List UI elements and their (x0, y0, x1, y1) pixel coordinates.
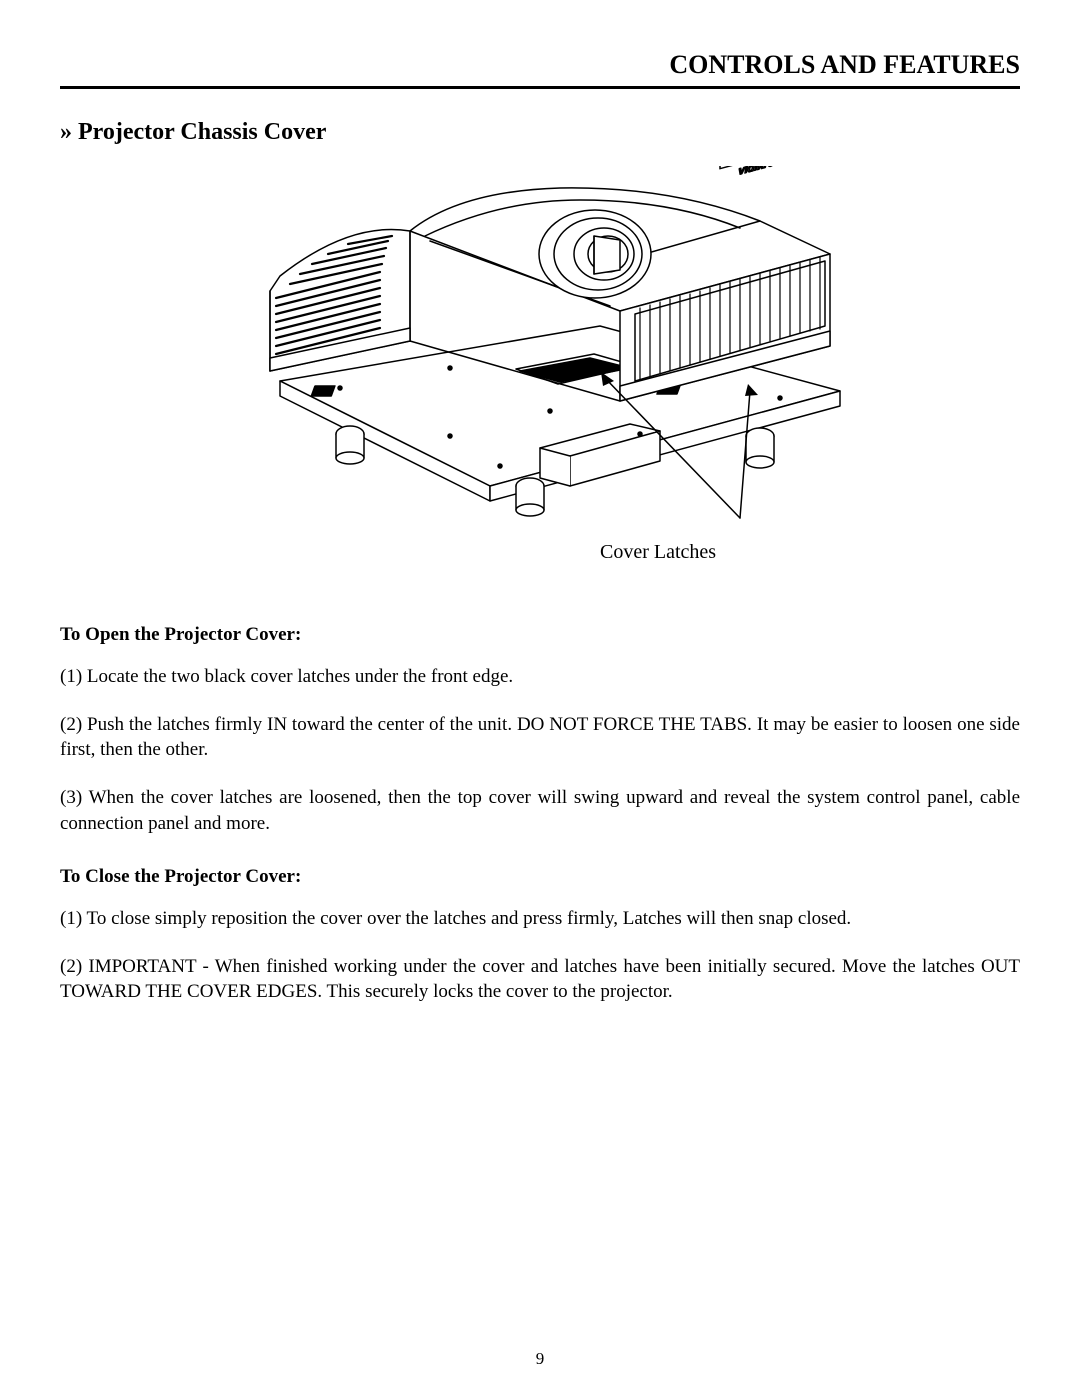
open-cover-heading: To Open the Projector Cover: (60, 624, 1020, 646)
section-title: » Projector Chassis Cover (60, 119, 1020, 146)
figure-callout-label: Cover Latches (600, 541, 1020, 564)
projector-figure: vidikron (60, 166, 1020, 531)
close-cover-heading: To Close the Projector Cover: (60, 866, 1020, 888)
page-number: 9 (0, 1349, 1080, 1369)
open-step-3: (3) When the cover latches are loosened,… (60, 785, 1020, 836)
page-header-title: CONTROLS AND FEATURES (60, 50, 1020, 89)
close-step-1: (1) To close simply reposition the cover… (60, 906, 1020, 932)
close-step-2: (2) IMPORTANT - When finished working un… (60, 954, 1020, 1005)
projector-illustration: vidikron (200, 166, 880, 526)
open-step-2: (2) Push the latches firmly IN toward th… (60, 712, 1020, 763)
open-step-1: (1) Locate the two black cover latches u… (60, 664, 1020, 690)
brand-label: vidikron (739, 166, 782, 178)
